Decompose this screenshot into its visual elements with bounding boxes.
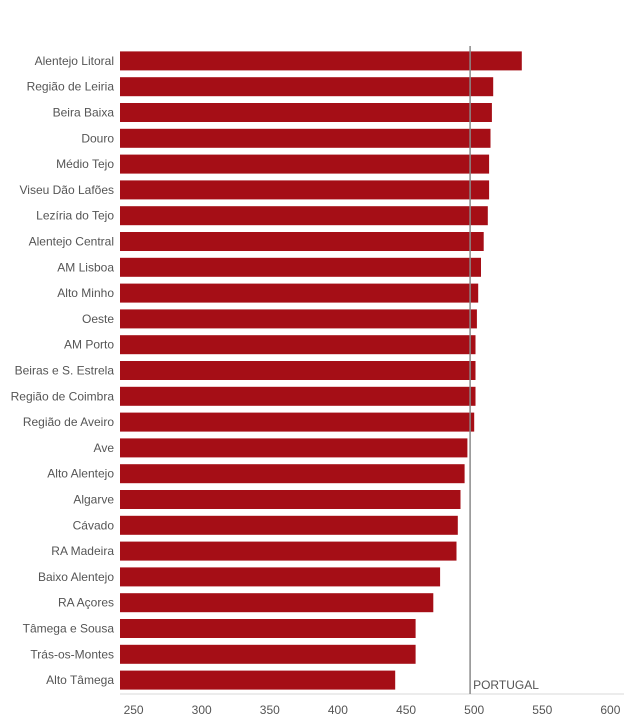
x-tick-label-300: 300 — [192, 703, 212, 717]
category-label-tras-os-montes: Trás-os-Montes — [30, 647, 114, 661]
category-label-regiao-de-coimbra: Região de Coimbra — [11, 389, 115, 403]
bar-ave — [120, 438, 468, 458]
bar-alto-tamega — [120, 670, 396, 690]
category-labels: Alentejo Litoral Região de Leiria Beira Ba… — [11, 54, 115, 687]
bars-group — [120, 51, 522, 690]
bar-alentejo-central — [120, 232, 484, 251]
x-tick-label-400: 400 — [328, 703, 348, 717]
bar-douro — [120, 128, 491, 148]
bar-beiras-e-s-estrela — [120, 361, 476, 380]
bar-viseu-dao-lafoes — [120, 180, 490, 200]
bar-ra-madeira — [120, 541, 457, 561]
bar-regiao-de-leiria — [120, 77, 494, 97]
bar-algarve — [120, 490, 461, 509]
x-tick-label-250: 250 — [124, 703, 144, 717]
category-label-regiao-de-leiria: Região de Leiria — [27, 80, 115, 94]
bar-alentejo-litoral — [120, 51, 522, 71]
bar-alto-alentejo — [120, 464, 465, 484]
category-label-baixo-alentejo: Baixo Alentejo — [38, 570, 114, 584]
category-label-medio-tejo: Médio Tejo — [56, 157, 114, 171]
category-label-ra-acores: RA Açores — [58, 596, 114, 610]
x-tick-label-350: 350 — [260, 703, 280, 717]
category-label-alto-alentejo: Alto Alentejo — [47, 467, 114, 481]
category-label-cavado: Cávado — [73, 518, 115, 532]
bar-regiao-de-aveiro — [120, 412, 475, 432]
category-label-alto-tamega: Alto Tâmega — [46, 673, 114, 687]
category-label-beira-baixa: Beira Baixa — [53, 106, 115, 120]
category-label-beiras-e-s-estrela: Beiras e S. Estrela — [15, 364, 115, 378]
bar-regiao-de-coimbra — [120, 386, 476, 406]
category-label-viseu-dao-lafoes: Viseu Dão Lafões — [19, 183, 114, 197]
category-label-am-porto: AM Porto — [64, 338, 114, 352]
x-tick-label-500: 500 — [464, 703, 484, 717]
category-label-ra-madeira: RA Madeira — [51, 544, 114, 558]
category-label-alto-minho: Alto Minho — [57, 286, 114, 300]
category-label-douro: Douro — [81, 131, 114, 145]
category-label-alentejo-central: Alentejo Central — [29, 235, 114, 249]
category-label-leziria-do-tejo: Lezíria do Tejo — [36, 209, 114, 223]
bar-tamega-e-sousa — [120, 619, 416, 638]
bar-baixo-alentejo — [120, 567, 441, 587]
bar-ra-acores — [120, 593, 434, 613]
x-tick-label-550: 550 — [532, 703, 552, 717]
x-tick-labels: 250 300 350 400 450 500 550 600 — [124, 703, 621, 717]
bar-am-porto — [120, 335, 476, 355]
category-label-regiao-de-aveiro: Região de Aveiro — [23, 415, 115, 429]
bar-beira-baixa — [120, 103, 492, 122]
bar-alto-minho — [120, 283, 479, 303]
category-label-ave: Ave — [94, 441, 115, 455]
bar-tras-os-montes — [120, 644, 416, 664]
category-label-oeste: Oeste — [82, 312, 114, 326]
bar-am-lisboa — [120, 257, 481, 277]
category-label-am-lisboa: AM Lisboa — [57, 260, 114, 274]
category-label-tamega-e-sousa: Tâmega e Sousa — [23, 622, 115, 636]
x-tick-label-600: 600 — [600, 703, 620, 717]
bar-leziria-do-tejo — [120, 206, 488, 226]
category-label-algarve: Algarve — [73, 493, 114, 507]
bar-medio-tejo — [120, 154, 490, 174]
reference-label: PORTUGAL — [473, 678, 539, 692]
bar-oeste — [120, 309, 477, 329]
x-tick-label-450: 450 — [396, 703, 416, 717]
bar-cavado — [120, 515, 458, 535]
category-label-alentejo-litoral: Alentejo Litoral — [35, 54, 114, 68]
